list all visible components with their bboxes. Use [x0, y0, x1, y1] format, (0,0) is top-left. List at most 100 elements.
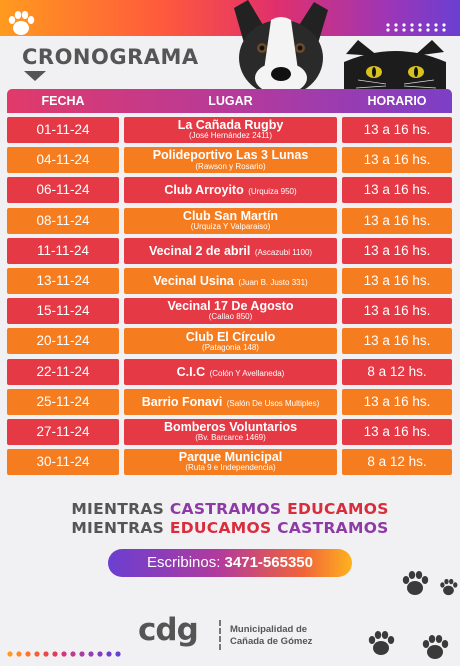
row-time: 8 a 12 hs.	[342, 449, 452, 476]
municipality-line-2: Cañada de Gómez	[230, 636, 313, 647]
slogan-line-2: MIENTRAS EDUCAMOS CASTRAMOS	[0, 519, 460, 537]
schedule-table: 01-11-24 La Cañada Rugby (José Hernández 2…	[7, 117, 452, 479]
row-place: Club El Círculo (Patagonia 148)	[124, 328, 337, 355]
row-date: 08-11-24	[7, 207, 119, 234]
row-time: 8 a 12 hs.	[342, 358, 452, 385]
row-date: 01-11-24	[7, 117, 119, 143]
place-address: (Callao 850)	[208, 312, 253, 322]
place-address: (José Hernández 2411)	[188, 131, 272, 141]
municipality-name: Municipalidad de Cañada de Gómez	[230, 624, 312, 648]
place-address: (Ruta 9 e Independencia)	[185, 463, 276, 473]
table-row: 06-11-24 Club Arroyito (Urquiza 950) 13 a …	[7, 177, 452, 204]
header-place: LUGAR	[208, 94, 253, 108]
table-row: 01-11-24 La Cañada Rugby (José Hernández 2…	[7, 117, 452, 143]
slogan-word: MIENTRAS	[71, 519, 165, 537]
place-name: Polideportivo Las 3 Lunas	[152, 148, 309, 163]
table-row: 13-11-24 Vecinal Usina (Juan B. Justo 331…	[7, 267, 452, 294]
row-date: 13-11-24	[7, 267, 119, 294]
place-name: Club San Martín	[182, 208, 279, 223]
header-time: HORARIO	[367, 94, 427, 108]
place-name: C.I.C	[176, 364, 206, 379]
slogan-word: EDUCAMOS	[169, 519, 272, 537]
slogan-line-1: MIENTRAS CASTRAMOS EDUCAMOS	[0, 500, 460, 518]
row-date: 11-11-24	[7, 237, 119, 264]
row-place: Club San Martín (Urquiza Y Valparaiso)	[124, 207, 337, 234]
place-address: (Salón De Usos Multiples)	[226, 398, 320, 408]
cat-illustration	[344, 40, 446, 92]
paw-icon	[402, 571, 429, 595]
row-date: 04-11-24	[7, 147, 119, 174]
paw-icon	[440, 578, 458, 596]
slogan-word: CASTRAMOS	[277, 519, 389, 537]
row-date: 27-11-24	[7, 418, 119, 445]
municipality-line-1: Municipalidad de	[230, 624, 308, 635]
table-row: 30-11-24 Parque Municipal (Ruta 9 e Indepe…	[7, 449, 452, 476]
row-time: 13 a 16 hs.	[342, 418, 452, 445]
row-time: 13 a 16 hs.	[342, 117, 452, 143]
row-time: 13 a 16 hs.	[342, 237, 452, 264]
place-name: Club El Círculo	[185, 329, 276, 344]
place-name: Vecinal Usina	[153, 273, 234, 288]
place-address: (Urquiza Y Valparaiso)	[190, 221, 271, 231]
logo-divider	[219, 620, 221, 650]
dots-decoration	[7, 651, 121, 657]
row-place: Vecinal Usina (Juan B. Justo 331)	[124, 267, 337, 294]
row-date: 30-11-24	[7, 449, 119, 476]
row-time: 13 a 16 hs.	[342, 328, 452, 355]
row-time: 13 a 16 hs.	[342, 388, 452, 415]
table-row: 20-11-24 Club El Círculo (Patagonia 148) 13…	[7, 328, 452, 355]
row-date: 20-11-24	[7, 328, 119, 355]
table-header: FECHA LUGAR HORARIO	[7, 89, 452, 113]
row-place: Bomberos Voluntarios (Bv. Barcarce 1469)	[124, 418, 337, 445]
row-time: 13 a 16 hs.	[342, 267, 452, 294]
row-date: 06-11-24	[7, 177, 119, 204]
paw-icon	[422, 635, 449, 659]
place-address: (Bv. Barcarce 1469)	[195, 433, 266, 443]
table-row: 04-11-24 Polideportivo Las 3 Lunas (Rawson…	[7, 147, 452, 174]
row-place: Barrio Fonavi (Salón De Usos Multiples)	[124, 388, 337, 415]
row-place: Polideportivo Las 3 Lunas (Rawson y Rosar…	[124, 147, 337, 174]
row-place: C.I.C (Colón Y Avellaneda)	[124, 358, 337, 385]
row-time: 13 a 16 hs.	[342, 177, 452, 204]
header-date: FECHA	[41, 94, 85, 108]
place-name: Club Arroyito	[164, 183, 244, 198]
place-name: La Cañada Rugby	[177, 118, 284, 133]
place-name: Barrio Fonavi	[141, 394, 223, 409]
place-name: Parque Municipal	[178, 450, 283, 465]
dog-illustration	[234, 0, 328, 92]
dots-decoration	[386, 23, 446, 32]
page-title: CRONOGRAMA	[22, 45, 199, 69]
paw-icon	[8, 11, 35, 35]
row-place: Parque Municipal (Ruta 9 e Independencia)	[124, 449, 337, 476]
row-time: 13 a 16 hs.	[342, 147, 452, 174]
cdg-logo: cdg	[138, 612, 199, 648]
row-date: 22-11-24	[7, 358, 119, 385]
place-name: Bomberos Voluntarios	[163, 420, 298, 435]
place-name: Vecinal 2 de abril	[148, 243, 251, 258]
row-place: La Cañada Rugby (José Hernández 2411)	[124, 117, 337, 143]
row-place: Club Arroyito (Urquiza 950)	[124, 177, 337, 204]
row-place: Vecinal 2 de abril (Ascazubi 1100)	[124, 237, 337, 264]
contact-pill: Escribinos: 3471-565350	[108, 549, 352, 577]
table-row: 11-11-24 Vecinal 2 de abril (Ascazubi 110…	[7, 237, 452, 264]
slogan-word: MIENTRAS	[71, 500, 165, 518]
place-address: (Ascazubi 1100)	[254, 247, 313, 257]
place-address: (Urquiza 950)	[248, 187, 297, 197]
row-date: 25-11-24	[7, 388, 119, 415]
contact-phone: 3471-565350	[224, 554, 313, 571]
title-triangle-decoration	[24, 71, 46, 81]
table-row: 27-11-24 Bomberos Voluntarios (Bv. Barcarc…	[7, 418, 452, 445]
table-row: 08-11-24 Club San Martín (Urquiza Y Valpar…	[7, 207, 452, 234]
paw-icon	[368, 631, 395, 655]
row-date: 15-11-24	[7, 298, 119, 325]
place-address: (Rawson y Rosario)	[195, 161, 266, 171]
table-row: 15-11-24 Vecinal 17 De Agosto (Callao 850)…	[7, 298, 452, 325]
table-row: 22-11-24 C.I.C (Colón Y Avellaneda) 8 a 12…	[7, 358, 452, 385]
top-gradient-bar	[0, 0, 460, 36]
place-address: (Patagonia 148)	[202, 342, 259, 352]
table-row: 25-11-24 Barrio Fonavi (Salón De Usos Mul…	[7, 388, 452, 415]
place-address: (Juan B. Justo 331)	[238, 277, 308, 287]
place-address: (Colón Y Avellaneda)	[209, 368, 285, 378]
place-name: Vecinal 17 De Agosto	[167, 299, 294, 314]
slogan-word: CASTRAMOS	[169, 500, 282, 518]
